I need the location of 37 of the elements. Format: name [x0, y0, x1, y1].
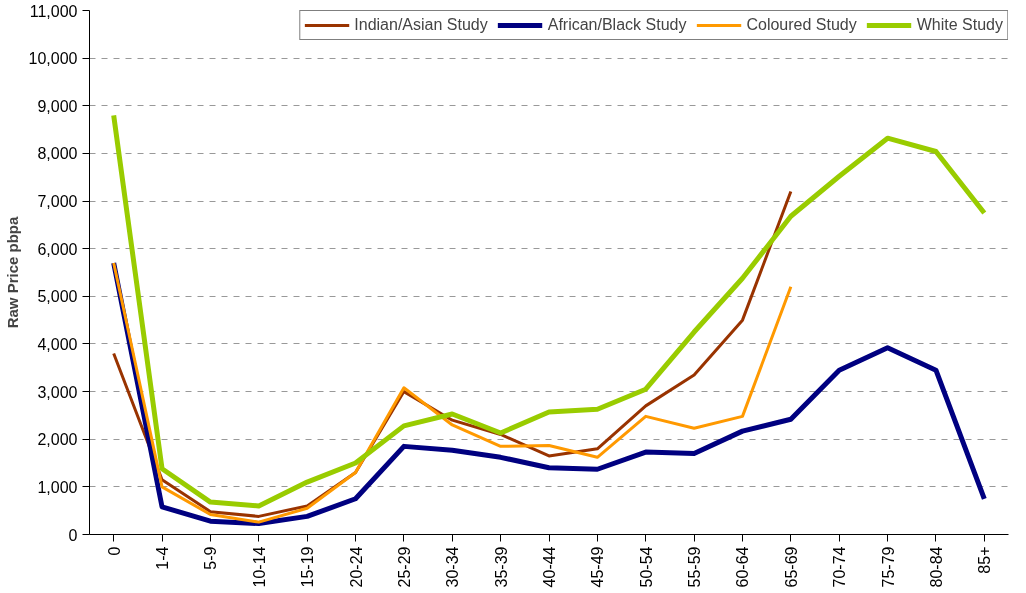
legend-label: Coloured Study [746, 16, 857, 34]
x-tick-label: 1-4 [154, 546, 172, 570]
y-tick-label: 3,000 [37, 383, 78, 401]
x-tick-label: 5-9 [202, 546, 220, 570]
y-tick-label: 2,000 [37, 431, 78, 449]
y-tick-label: 1,000 [37, 478, 78, 496]
y-axis-title: Raw Price pbpa [3, 215, 21, 329]
x-tick-label: 30-34 [444, 546, 462, 588]
x-tick-label: 0 [105, 546, 123, 556]
y-tick-label: 4,000 [37, 335, 78, 353]
x-tick-label: 20-24 [347, 546, 365, 588]
legend-label: African/Black Study [547, 16, 687, 34]
y-tick-label: 0 [68, 526, 78, 544]
x-tick-label: 85+ [976, 546, 994, 574]
x-tick-label: 50-54 [637, 546, 655, 588]
y-tick-label: 9,000 [37, 97, 78, 115]
x-tick-label: 45-49 [589, 546, 607, 588]
x-tick-label: 55-59 [686, 546, 704, 588]
y-tick-label: 11,000 [29, 2, 78, 20]
x-tick-label: 70-74 [831, 546, 849, 588]
x-tick-label: 15-19 [299, 546, 317, 588]
x-tick-label: 60-64 [734, 546, 752, 588]
legend-label: White Study [916, 16, 1003, 34]
y-tick-label: 6,000 [37, 240, 78, 258]
legend-label: Indian/Asian Study [354, 16, 488, 34]
y-tick-label: 5,000 [37, 288, 78, 306]
y-tick-label: 8,000 [37, 145, 78, 163]
x-tick-label: 35-39 [492, 546, 510, 588]
x-tick-label: 10-14 [250, 546, 268, 588]
y-tick-label: 10,000 [28, 50, 78, 68]
y-tick-label: 7,000 [37, 193, 78, 211]
x-tick-label: 75-79 [879, 546, 897, 588]
x-tick-label: 25-29 [395, 546, 413, 588]
x-tick-label: 65-69 [782, 546, 800, 588]
x-tick-label: 40-44 [541, 546, 558, 588]
x-tick-label: 80-84 [927, 546, 945, 588]
line-series [112, 261, 793, 524]
